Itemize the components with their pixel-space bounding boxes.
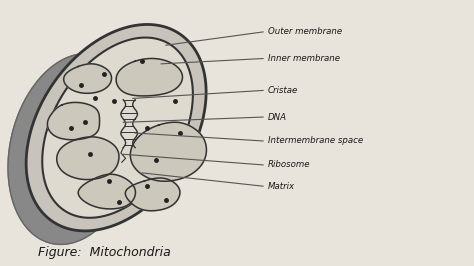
Polygon shape (26, 24, 206, 231)
Polygon shape (130, 122, 207, 181)
Polygon shape (125, 178, 180, 211)
Polygon shape (47, 102, 100, 140)
Text: DNA: DNA (268, 113, 287, 122)
Polygon shape (8, 53, 139, 244)
Polygon shape (57, 137, 119, 180)
Polygon shape (42, 38, 193, 218)
Text: Ribosome: Ribosome (268, 160, 310, 169)
Text: Inner membrane: Inner membrane (268, 54, 340, 63)
Polygon shape (116, 59, 182, 96)
Text: Intermembrane space: Intermembrane space (268, 136, 363, 146)
Text: Cristae: Cristae (268, 86, 298, 95)
Text: Outer membrane: Outer membrane (268, 27, 342, 36)
Polygon shape (78, 174, 136, 209)
Text: Matrix: Matrix (268, 182, 295, 191)
Polygon shape (64, 64, 111, 93)
Text: Figure:  Mitochondria: Figure: Mitochondria (38, 246, 171, 259)
